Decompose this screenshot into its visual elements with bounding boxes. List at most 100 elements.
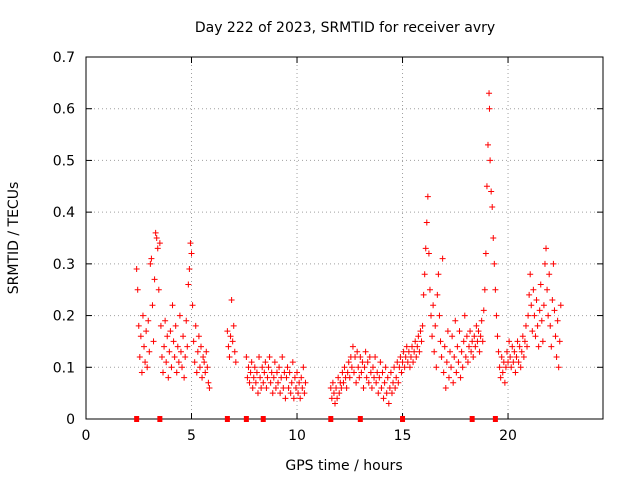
- data-point: [158, 353, 165, 360]
- data-point: [472, 343, 479, 350]
- data-point: [160, 369, 167, 376]
- data-point: [521, 338, 528, 345]
- data-point: [187, 240, 194, 247]
- data-point: [264, 374, 271, 381]
- data-point: [350, 369, 357, 376]
- data-point: [372, 353, 379, 360]
- data-point: [403, 343, 410, 350]
- data-point: [152, 229, 159, 236]
- data-point: [395, 379, 402, 386]
- data-point: [552, 333, 559, 340]
- x-tick-label: 0: [82, 428, 91, 444]
- data-point: [399, 359, 406, 366]
- data-point: [536, 307, 543, 314]
- data-point: [369, 364, 376, 371]
- data-point: [487, 157, 494, 164]
- data-point: [289, 359, 296, 366]
- data-point: [335, 374, 342, 381]
- data-point: [436, 312, 443, 319]
- data-point: [280, 384, 287, 391]
- data-point: [173, 369, 180, 376]
- data-point: [508, 364, 515, 371]
- data-point: [301, 390, 308, 397]
- data-point: [231, 348, 238, 355]
- data-point: [174, 343, 181, 350]
- data-point: [277, 390, 284, 397]
- data-point: [374, 369, 381, 376]
- data-point: [541, 260, 548, 267]
- data-point: [228, 297, 235, 304]
- data-point: [546, 271, 553, 278]
- data-point: [339, 369, 346, 376]
- data-point: [379, 369, 386, 376]
- data-point: [473, 322, 480, 329]
- data-point: [481, 286, 488, 293]
- data-point: [153, 235, 160, 241]
- data-point: [381, 379, 388, 386]
- data-point: [267, 379, 274, 386]
- data-point: [435, 271, 442, 278]
- data-point: [200, 353, 207, 360]
- data-point: [182, 353, 189, 360]
- data-point: [269, 390, 276, 397]
- data-point: [166, 348, 173, 355]
- data-point: [385, 400, 392, 407]
- data-point: [429, 333, 436, 340]
- data-point: [425, 250, 432, 257]
- data-point: [226, 353, 233, 360]
- data-point: [137, 333, 144, 340]
- data-point: [180, 333, 187, 340]
- data-point: [496, 364, 503, 371]
- data-point: [258, 384, 265, 391]
- data-point: [400, 348, 407, 355]
- data-point: [467, 328, 474, 335]
- data-point: [189, 302, 196, 309]
- data-point: [290, 395, 297, 402]
- data-point: [344, 369, 351, 376]
- data-point: [330, 390, 337, 397]
- data-point: [469, 338, 476, 345]
- zero-value-marker: [243, 416, 249, 422]
- data-point: [348, 364, 355, 371]
- y-tick-label: 0.4: [53, 205, 75, 221]
- data-point: [136, 353, 143, 360]
- data-point: [490, 235, 497, 241]
- data-point: [357, 353, 364, 360]
- data-point: [456, 328, 463, 335]
- data-point: [378, 384, 385, 391]
- data-point: [501, 379, 508, 386]
- data-point: [368, 384, 375, 391]
- data-point: [355, 364, 362, 371]
- data-point: [162, 317, 169, 324]
- data-point: [282, 395, 289, 402]
- data-point: [141, 343, 148, 350]
- data-point: [482, 250, 489, 257]
- data-point: [151, 276, 158, 283]
- data-point: [292, 384, 299, 391]
- data-point: [524, 343, 531, 350]
- data-point: [361, 364, 368, 371]
- data-point: [177, 348, 184, 355]
- data-point: [195, 333, 202, 340]
- data-point: [455, 359, 462, 366]
- data-point: [203, 348, 210, 355]
- data-point: [157, 322, 164, 329]
- data-point: [464, 359, 471, 366]
- data-point: [332, 400, 339, 407]
- data-point: [391, 364, 398, 371]
- data-point: [248, 359, 255, 366]
- data-point: [142, 359, 149, 366]
- data-point: [171, 353, 178, 360]
- data-point: [192, 322, 199, 329]
- data-point: [491, 260, 498, 267]
- data-point: [479, 338, 486, 345]
- data-point: [201, 359, 208, 366]
- data-point: [416, 348, 423, 355]
- data-point: [367, 369, 374, 376]
- data-point: [373, 379, 380, 386]
- data-point: [376, 374, 383, 381]
- data-point: [528, 302, 535, 309]
- data-point: [554, 317, 561, 324]
- y-tick-label: 0.7: [53, 50, 75, 66]
- data-point: [184, 343, 191, 350]
